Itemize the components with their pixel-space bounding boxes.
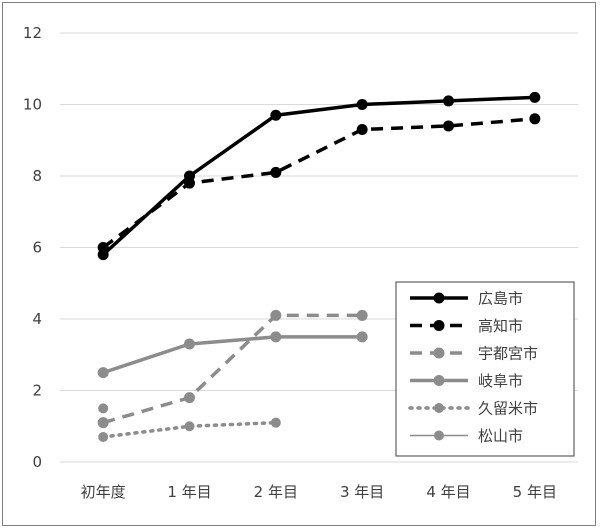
legend-label: 松山市 <box>478 427 523 445</box>
data-point <box>356 331 368 343</box>
y-tick-label: 12 <box>23 24 42 42</box>
data-point <box>97 417 109 429</box>
x-tick-label: 初年度 <box>81 483 126 501</box>
data-point <box>270 309 282 321</box>
data-point <box>529 91 541 103</box>
data-point <box>97 367 109 379</box>
data-point <box>356 99 368 110</box>
data-point <box>270 331 282 343</box>
data-point <box>184 421 195 432</box>
series-3 <box>97 331 368 379</box>
legend-swatch-marker <box>433 375 445 386</box>
legend-box <box>395 281 575 457</box>
legend-label: 高知市 <box>478 317 523 335</box>
series-line <box>102 117 535 249</box>
data-point <box>356 309 368 321</box>
legend-label: 久留米市 <box>478 400 538 418</box>
data-point <box>270 166 282 178</box>
data-point <box>184 392 195 404</box>
legend-swatch-marker <box>433 320 445 331</box>
y-tick-label: 10 <box>23 96 42 114</box>
legend-swatch-marker <box>433 347 445 359</box>
data-point <box>529 113 541 125</box>
data-point <box>98 431 109 442</box>
legend-label: 岐阜市 <box>478 372 523 390</box>
legend-swatch-marker <box>434 430 444 441</box>
series-line <box>101 95 535 256</box>
legend-label: 広島市 <box>478 290 523 308</box>
data-point <box>356 124 368 136</box>
x-axis-ticks: 初年度 1 年目 2 年目 3 年目 4 年目 5 年目 <box>81 483 557 501</box>
data-point <box>270 417 281 428</box>
series-4 <box>98 417 281 442</box>
series-line <box>102 313 363 425</box>
data-point <box>97 242 109 253</box>
x-tick-label: 2 年目 <box>254 483 298 501</box>
legend-swatch-marker <box>433 292 445 304</box>
data-point <box>98 403 109 414</box>
x-tick-label: 1 年目 <box>167 483 211 501</box>
series-lines <box>97 91 541 442</box>
y-tick-label: 6 <box>32 239 42 257</box>
data-point <box>443 120 454 132</box>
y-tick-label: 8 <box>32 167 42 185</box>
y-tick-label: 4 <box>32 310 42 328</box>
series-1 <box>97 113 541 253</box>
series-line <box>102 335 363 375</box>
legend-label: 宇都宮市 <box>478 345 538 363</box>
y-tick-label: 2 <box>32 382 42 400</box>
y-axis-ticks: 0 2 4 6 8 10 12 <box>23 24 42 471</box>
x-tick-label: 5 年目 <box>513 483 557 501</box>
series-2 <box>97 309 368 429</box>
data-point <box>184 177 195 189</box>
legend-swatch-marker <box>434 403 444 413</box>
data-point <box>270 109 282 121</box>
x-tick-label: 4 年目 <box>426 483 470 501</box>
series-5 <box>98 403 109 414</box>
data-point <box>184 338 195 350</box>
y-tick-label: 0 <box>32 453 42 471</box>
x-tick-label: 3 年目 <box>340 483 384 501</box>
data-point <box>443 95 454 107</box>
